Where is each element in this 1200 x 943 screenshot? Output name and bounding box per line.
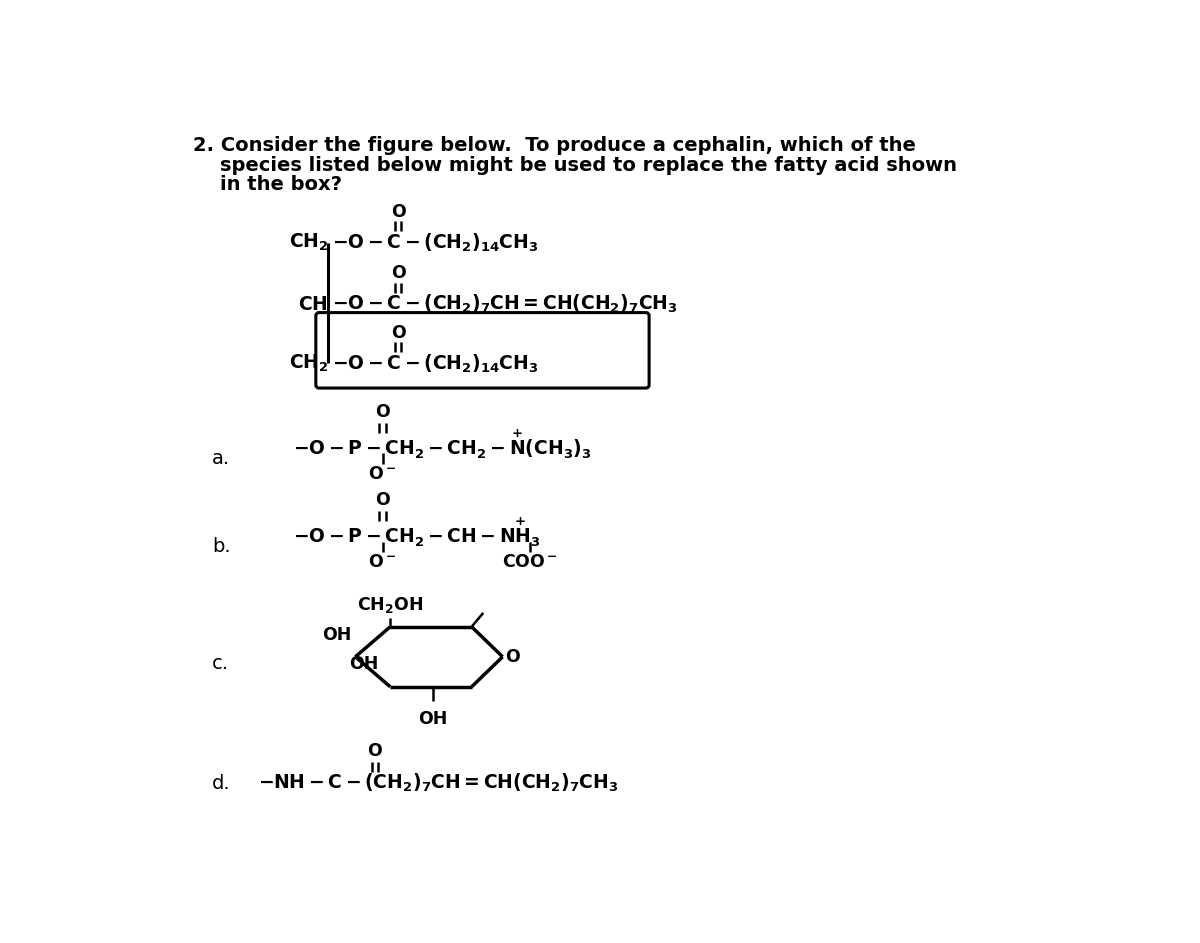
Text: $\mathbf{CH_2}$: $\mathbf{CH_2}$ [289,353,329,374]
Text: in the box?: in the box? [193,174,342,193]
Text: O: O [376,491,390,509]
Text: $\mathbf{O^-}$: $\mathbf{O^-}$ [368,554,396,571]
Text: 2. Consider the figure below.  To produce a cephalin, which of the: 2. Consider the figure below. To produce… [193,136,916,156]
Text: $\mathbf{O^-}$: $\mathbf{O^-}$ [368,465,396,483]
Text: $\mathbf{COO^-}$: $\mathbf{COO^-}$ [502,554,558,571]
Text: $\mathbf{-O-P-CH_2-CH_2-\overset{+}{N}(CH_3)_3}$: $\mathbf{-O-P-CH_2-CH_2-\overset{+}{N}(C… [293,428,592,461]
Text: OH: OH [322,626,352,644]
Text: c.: c. [212,654,229,673]
Text: $\mathbf{-O-C-(CH_2)_{14}CH_3}$: $\mathbf{-O-C-(CH_2)_{14}CH_3}$ [332,353,539,374]
Text: $\mathbf{CH_2OH}$: $\mathbf{CH_2OH}$ [358,595,424,615]
Text: $\mathbf{CH_2}$: $\mathbf{CH_2}$ [289,232,329,253]
Text: $\mathbf{CH}$: $\mathbf{CH}$ [299,294,329,314]
Text: species listed below might be used to replace the fatty acid shown: species listed below might be used to re… [193,156,956,174]
Text: O: O [505,648,520,666]
Text: O: O [391,323,406,341]
Text: O: O [376,403,390,421]
Text: $\mathbf{-NH-C-(CH_2)_7CH{=}CH(CH_2)_7CH_3}$: $\mathbf{-NH-C-(CH_2)_7CH{=}CH(CH_2)_7CH… [258,772,619,794]
Text: O: O [367,742,382,760]
Text: b.: b. [212,538,230,556]
Text: $\mathbf{-O-C-(CH_2)_7CH{=}CH(CH_2)_7CH_3}$: $\mathbf{-O-C-(CH_2)_7CH{=}CH(CH_2)_7CH_… [332,293,678,315]
Text: $\mathbf{-O-P-CH_2-CH-\overset{+}{NH_3}}$: $\mathbf{-O-P-CH_2-CH-\overset{+}{NH_3}}… [293,516,541,550]
Text: OH: OH [418,710,448,728]
Text: $\mathbf{-O-C-(CH_2)_{14}CH_3}$: $\mathbf{-O-C-(CH_2)_{14}CH_3}$ [332,231,539,254]
Text: O: O [391,264,406,282]
Text: a.: a. [212,449,230,468]
Text: OH: OH [349,655,379,673]
Text: d.: d. [212,773,230,792]
Text: O: O [391,203,406,221]
